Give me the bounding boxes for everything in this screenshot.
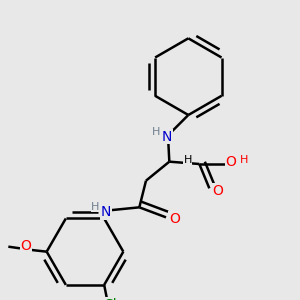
Text: H: H <box>152 127 160 137</box>
Text: N: N <box>101 205 111 219</box>
Text: H: H <box>184 155 192 165</box>
Text: H: H <box>240 155 248 165</box>
Text: N: N <box>161 130 172 144</box>
Text: O: O <box>169 212 180 226</box>
Text: O: O <box>20 239 31 253</box>
Text: O: O <box>226 155 236 169</box>
Text: O: O <box>212 184 223 198</box>
Text: Cl: Cl <box>103 298 117 300</box>
Text: H: H <box>91 202 100 212</box>
